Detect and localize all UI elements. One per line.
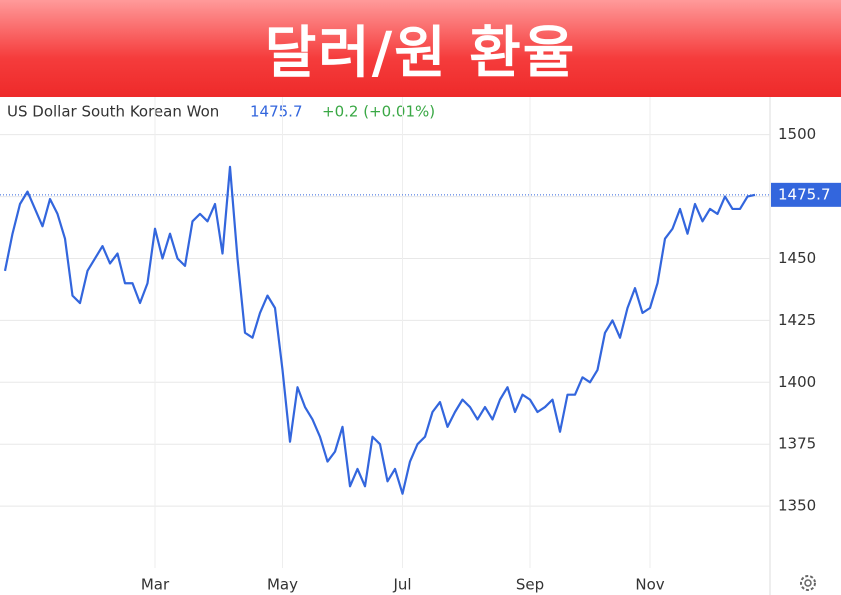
- y-tick-label: 1450: [778, 249, 816, 267]
- price-change: +0.2 (+0.01%): [322, 103, 435, 121]
- x-tick-label: Sep: [516, 576, 544, 594]
- price-tag: [771, 182, 841, 207]
- price-line: [3, 165, 756, 495]
- gear-hub[interactable]: [804, 579, 812, 587]
- x-tick-label: Jul: [392, 576, 411, 594]
- y-tick-label: 1425: [778, 311, 816, 329]
- x-tick-label: Nov: [635, 576, 664, 594]
- banner-title: 달러/원 환율: [264, 21, 577, 86]
- gear[interactable]: [800, 575, 816, 591]
- price-tag-label: 1475.7: [778, 185, 831, 203]
- banner: 달러/원 환율: [0, 0, 841, 97]
- y-tick-label: 1375: [778, 435, 816, 453]
- y-tick-label: 1400: [778, 373, 816, 391]
- chart: US Dollar South Korean Won 1475.7 +0.2 (…: [0, 97, 841, 595]
- y-tick-label: 1500: [778, 125, 816, 143]
- x-tick-label: May: [267, 576, 298, 594]
- chart-title: US Dollar South Korean Won: [7, 103, 219, 121]
- last-price: 1475.7: [250, 103, 303, 121]
- settings-icon[interactable]: [800, 575, 816, 591]
- x-tick-label: Mar: [141, 576, 170, 594]
- y-tick-label: 1350: [778, 497, 816, 515]
